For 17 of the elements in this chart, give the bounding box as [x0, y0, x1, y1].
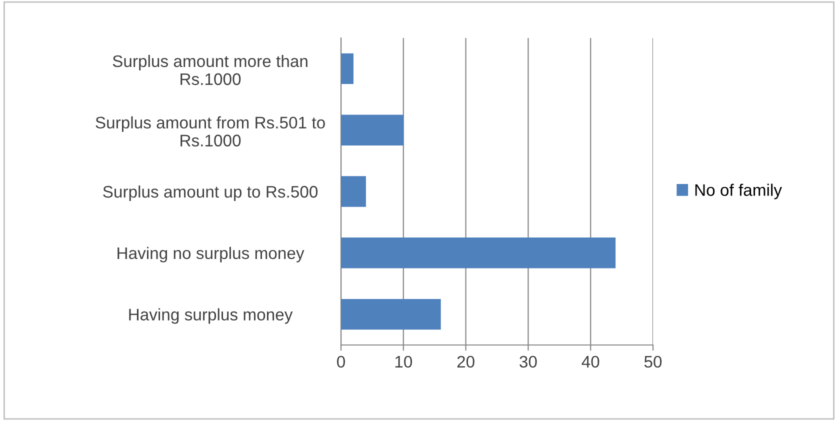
y-tick-label: Surplus amount up to Rs.500 [103, 185, 318, 201]
x-tick-label: 40 [582, 356, 600, 368]
x-tick-label: 0 [337, 356, 345, 368]
bar [341, 238, 616, 268]
bar [341, 114, 404, 146]
bar [341, 298, 441, 330]
bar [341, 176, 366, 207]
y-tick-label: Having no surplus money [118, 246, 304, 262]
x-tick-label: 30 [520, 356, 537, 368]
y-tick-label: Surplus amount more than Rs.1000 [112, 54, 308, 86]
bar [341, 53, 354, 84]
y-tick-label: Having surplus money [129, 308, 293, 324]
legend-label: No of family [695, 184, 782, 200]
y-tick-label: Surplus amount from Rs.501 to Rs.1000 [96, 116, 325, 146]
x-tick-label: 10 [395, 356, 412, 368]
x-tick-label: 20 [457, 356, 474, 368]
x-tick-label: 50 [644, 356, 662, 368]
